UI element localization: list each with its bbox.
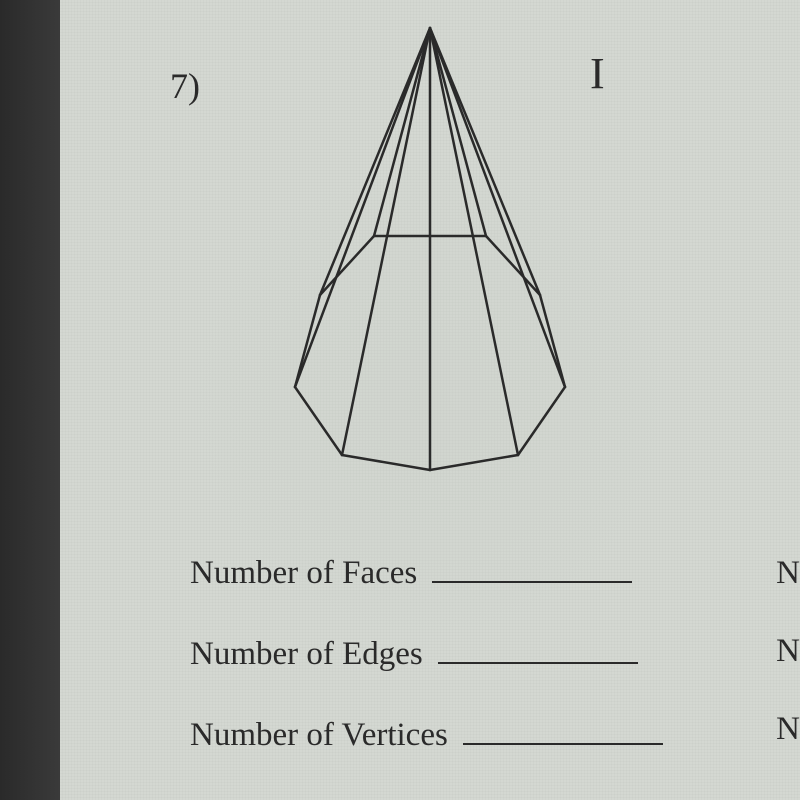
worksheet-paper: 7) I Number of Faces Number of Edges Num…	[60, 0, 800, 800]
pyramid-diagram	[260, 20, 600, 480]
answer-section: Number of Faces Number of Edges Number o…	[190, 555, 800, 798]
faces-row: Number of Faces	[190, 555, 800, 592]
faces-label: Number of Faces	[190, 555, 417, 592]
vertices-row: Number of Vertices	[190, 717, 800, 754]
faces-blank[interactable]	[432, 581, 632, 583]
right-col-letter-3: N	[776, 711, 800, 748]
right-col-letter-1: N	[776, 555, 800, 592]
vertices-label: Number of Vertices	[190, 717, 448, 754]
edges-blank[interactable]	[438, 662, 638, 664]
right-col-letter-2: N	[776, 633, 800, 670]
dark-edge-sidebar	[0, 0, 60, 800]
pyramid-svg	[260, 20, 600, 480]
question-number: 7)	[170, 65, 200, 107]
vertices-blank[interactable]	[463, 743, 663, 745]
edges-row: Number of Edges	[190, 636, 800, 673]
edges-label: Number of Edges	[190, 636, 423, 673]
